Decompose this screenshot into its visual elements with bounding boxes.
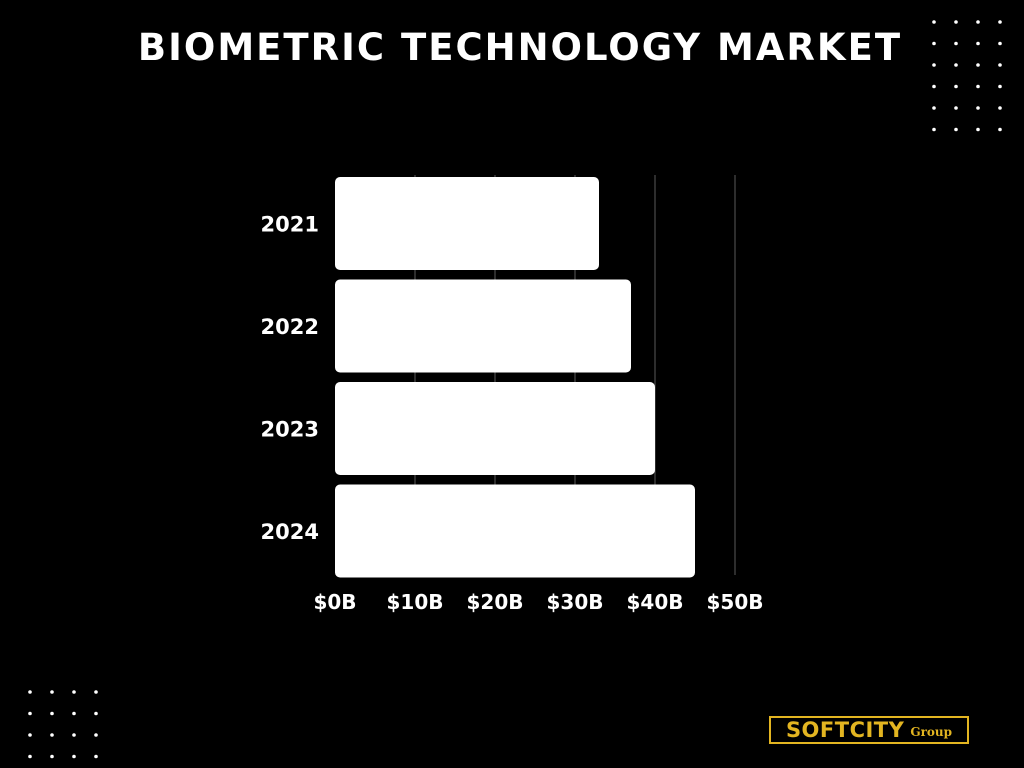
logo-wordmark: SOFTCITY — [785, 718, 905, 742]
x-tick-label: $40B — [627, 590, 684, 614]
decorative-dot — [998, 41, 1002, 46]
decorative-dot — [954, 84, 958, 89]
category-label: 2021 — [261, 213, 319, 237]
category-label: 2024 — [261, 520, 319, 544]
decorative-dot — [976, 20, 980, 24]
decorative-dot — [94, 690, 98, 694]
decorative-dot — [28, 733, 32, 737]
decorative-dot — [72, 711, 76, 716]
decorative-dot — [28, 690, 32, 694]
category-label: 2023 — [261, 418, 319, 442]
decorative-dot — [72, 690, 76, 694]
decorative-dot — [976, 106, 980, 110]
decorative-dot — [932, 20, 936, 24]
x-tick-label: $10B — [387, 590, 444, 614]
decorative-dot — [998, 20, 1002, 24]
x-tick-labels: $0B $10B $20B $30B $40B $50B — [313, 590, 763, 614]
decorative-dot — [94, 711, 98, 716]
decorative-dot — [28, 711, 32, 716]
x-tick-label: $20B — [467, 590, 524, 614]
decorative-dot — [976, 63, 980, 67]
decorative-dot — [998, 106, 1002, 110]
x-tick-label: $0B — [313, 590, 356, 614]
decorative-dot — [954, 63, 958, 67]
decorative-dot — [954, 41, 958, 46]
bar-2021 — [335, 177, 599, 270]
decorative-dot — [50, 754, 54, 759]
decorative-dot — [50, 733, 54, 737]
decorative-dot — [72, 733, 76, 737]
decorative-dot — [932, 41, 936, 46]
bar-2023 — [335, 382, 655, 475]
chart-title: BIOMETRIC TECHNOLOGY MARKET — [137, 26, 903, 69]
decorative-dot — [976, 127, 980, 132]
category-labels: 2021 2022 2023 2024 — [261, 213, 319, 545]
decorative-dot — [998, 127, 1002, 132]
bar-2022 — [335, 279, 631, 373]
decorative-dot — [50, 711, 54, 716]
decorative-dot-grid-bottom-left — [28, 690, 98, 759]
decorative-dot — [94, 733, 98, 737]
decorative-dot — [976, 41, 980, 46]
x-tick-label: $30B — [547, 590, 604, 614]
decorative-dot — [50, 690, 54, 694]
decorative-dot — [998, 84, 1002, 89]
decorative-dot — [72, 754, 76, 759]
bar-2024 — [335, 484, 695, 578]
bars — [335, 177, 695, 578]
decorative-dot — [954, 20, 958, 24]
decorative-dot-grid-top-right — [932, 20, 1002, 132]
decorative-dot — [932, 63, 936, 67]
decorative-dot — [998, 63, 1002, 67]
decorative-dot — [94, 754, 98, 759]
decorative-dot — [954, 127, 958, 132]
decorative-dot — [28, 754, 32, 759]
category-label: 2022 — [261, 315, 319, 339]
decorative-dot — [954, 106, 958, 110]
decorative-dot — [932, 84, 936, 89]
x-tick-label: $50B — [707, 590, 764, 614]
decorative-dot — [976, 84, 980, 89]
softcity-group-logo: SOFTCITY Group — [769, 716, 969, 744]
decorative-dot — [932, 106, 936, 110]
logo-suffix: Group — [910, 724, 953, 739]
decorative-dot — [932, 127, 936, 132]
